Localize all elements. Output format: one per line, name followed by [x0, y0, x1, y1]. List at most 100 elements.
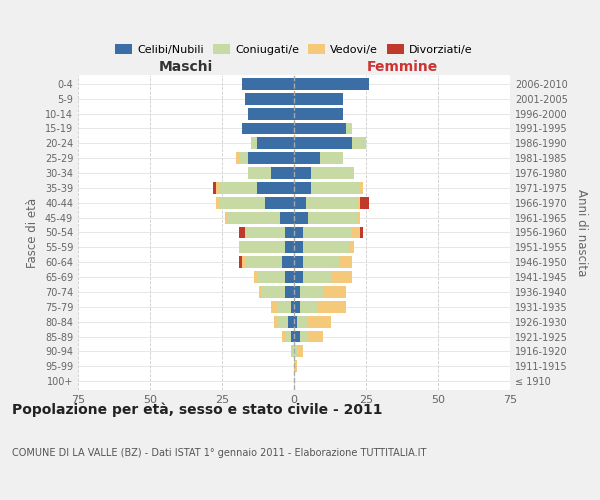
- Bar: [323, 286, 346, 298]
- Bar: [248, 152, 294, 164]
- Bar: [294, 197, 305, 208]
- Bar: [262, 286, 286, 298]
- Text: COMUNE DI LA VALLE (BZ) - Dati ISTAT 1° gennaio 2011 - Elaborazione TUTTITALIA.I: COMUNE DI LA VALLE (BZ) - Dati ISTAT 1° …: [12, 448, 427, 458]
- Bar: [302, 271, 331, 283]
- Bar: [271, 167, 294, 179]
- Bar: [320, 152, 343, 164]
- Bar: [294, 346, 297, 358]
- Text: Popolazione per età, sesso e stato civile - 2011: Popolazione per età, sesso e stato civil…: [12, 402, 383, 417]
- Bar: [294, 212, 308, 224]
- Bar: [294, 138, 352, 149]
- Bar: [302, 226, 352, 238]
- Bar: [257, 138, 294, 149]
- Bar: [239, 256, 242, 268]
- Bar: [245, 256, 283, 268]
- Bar: [225, 212, 228, 224]
- Bar: [302, 242, 349, 254]
- Bar: [331, 271, 352, 283]
- Bar: [300, 330, 308, 342]
- Bar: [283, 330, 286, 342]
- Bar: [274, 316, 277, 328]
- Text: Femmine: Femmine: [367, 60, 437, 74]
- Bar: [248, 108, 294, 120]
- Bar: [340, 256, 352, 268]
- Bar: [286, 226, 294, 238]
- Bar: [311, 167, 355, 179]
- Bar: [294, 256, 302, 268]
- Y-axis label: Anni di nascita: Anni di nascita: [575, 189, 587, 276]
- Bar: [257, 182, 294, 194]
- Bar: [308, 316, 331, 328]
- Bar: [294, 242, 302, 254]
- Bar: [239, 226, 245, 238]
- Bar: [271, 301, 277, 312]
- Bar: [294, 182, 311, 194]
- Bar: [242, 78, 294, 90]
- Bar: [294, 93, 343, 104]
- Bar: [277, 301, 291, 312]
- Bar: [291, 346, 294, 358]
- Bar: [283, 256, 294, 268]
- Bar: [228, 212, 280, 224]
- Bar: [294, 301, 300, 312]
- Bar: [288, 316, 294, 328]
- Bar: [358, 197, 360, 208]
- Bar: [239, 242, 286, 254]
- Bar: [294, 271, 302, 283]
- Bar: [286, 286, 294, 298]
- Bar: [294, 226, 302, 238]
- Bar: [317, 301, 346, 312]
- Bar: [219, 197, 265, 208]
- Bar: [242, 256, 245, 268]
- Bar: [291, 330, 294, 342]
- Bar: [300, 286, 323, 298]
- Bar: [291, 301, 294, 312]
- Bar: [251, 138, 257, 149]
- Bar: [294, 286, 300, 298]
- Bar: [311, 182, 360, 194]
- Bar: [294, 108, 343, 120]
- Bar: [294, 167, 311, 179]
- Bar: [248, 167, 271, 179]
- Y-axis label: Fasce di età: Fasce di età: [26, 198, 39, 268]
- Bar: [300, 301, 317, 312]
- Bar: [286, 330, 291, 342]
- Bar: [360, 197, 369, 208]
- Bar: [297, 316, 308, 328]
- Bar: [216, 182, 219, 194]
- Bar: [219, 182, 257, 194]
- Bar: [360, 226, 363, 238]
- Bar: [297, 346, 302, 358]
- Bar: [245, 93, 294, 104]
- Bar: [294, 316, 297, 328]
- Bar: [352, 226, 360, 238]
- Bar: [358, 212, 360, 224]
- Bar: [305, 197, 358, 208]
- Bar: [308, 212, 358, 224]
- Bar: [286, 271, 294, 283]
- Bar: [294, 122, 346, 134]
- Legend: Celibi/Nubili, Coniugati/e, Vedovi/e, Divorziati/e: Celibi/Nubili, Coniugati/e, Vedovi/e, Di…: [111, 40, 477, 60]
- Bar: [242, 122, 294, 134]
- Bar: [294, 330, 300, 342]
- Bar: [360, 182, 363, 194]
- Bar: [308, 330, 323, 342]
- Bar: [280, 212, 294, 224]
- Bar: [349, 242, 355, 254]
- Bar: [277, 316, 288, 328]
- Text: Maschi: Maschi: [159, 60, 213, 74]
- Bar: [259, 286, 262, 298]
- Bar: [294, 152, 320, 164]
- Bar: [352, 138, 366, 149]
- Bar: [265, 197, 294, 208]
- Bar: [257, 271, 286, 283]
- Bar: [236, 152, 239, 164]
- Bar: [346, 122, 352, 134]
- Bar: [214, 182, 216, 194]
- Bar: [294, 78, 369, 90]
- Bar: [216, 197, 219, 208]
- Bar: [286, 242, 294, 254]
- Bar: [245, 226, 286, 238]
- Bar: [239, 152, 248, 164]
- Bar: [302, 256, 340, 268]
